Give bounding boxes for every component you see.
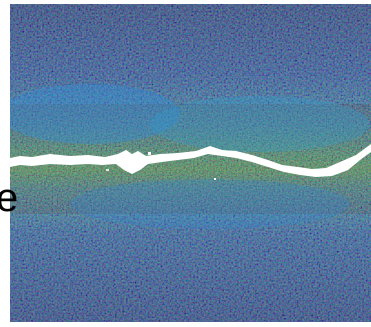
intensity-heatmap: [10, 4, 371, 322]
crack-band: [10, 144, 371, 177]
left-edge-label: e: [0, 176, 19, 220]
